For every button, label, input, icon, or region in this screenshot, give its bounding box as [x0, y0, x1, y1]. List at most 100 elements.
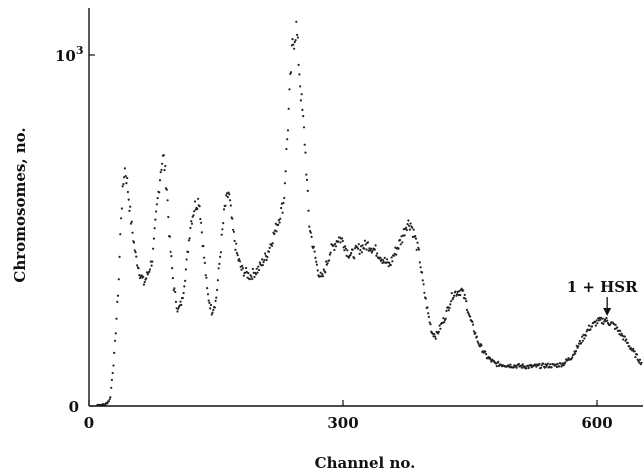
data-point [290, 71, 292, 73]
data-point [286, 138, 288, 140]
data-point [577, 345, 579, 347]
data-point [250, 276, 252, 278]
data-point [115, 318, 117, 320]
y-tick-label: 0 [69, 398, 79, 416]
x-tick-label: 300 [327, 414, 358, 432]
data-point [616, 326, 618, 328]
data-point [416, 242, 418, 244]
data-point [480, 344, 482, 346]
data-point [409, 229, 411, 231]
data-point [282, 212, 284, 214]
data-point [599, 319, 601, 321]
data-point [119, 256, 121, 258]
data-point [237, 254, 239, 256]
data-point [300, 99, 302, 101]
data-point [496, 365, 498, 367]
data-point [194, 200, 196, 202]
data-point [558, 365, 560, 367]
data-points [96, 21, 642, 406]
data-point [253, 276, 255, 278]
data-point [307, 210, 309, 212]
data-point [215, 300, 217, 302]
data-point [106, 402, 108, 404]
data-point [116, 301, 118, 303]
data-point [384, 257, 386, 259]
data-point [303, 126, 305, 128]
data-point [448, 307, 450, 309]
data-point [425, 297, 427, 299]
data-point [238, 258, 240, 260]
data-point [160, 171, 162, 173]
data-point [188, 239, 190, 241]
data-point [259, 261, 261, 263]
data-point [497, 361, 499, 363]
data-point [589, 328, 591, 330]
data-point [257, 266, 259, 268]
data-point [525, 367, 527, 369]
data-point [295, 39, 297, 41]
data-point [602, 318, 604, 320]
data-point [296, 34, 298, 36]
data-point [167, 216, 169, 218]
data-point [341, 237, 343, 239]
data-point [210, 304, 212, 306]
data-point [518, 363, 520, 365]
data-point [350, 252, 352, 254]
data-point [109, 398, 111, 400]
data-point [401, 241, 403, 243]
data-point [262, 264, 264, 266]
data-point [438, 331, 440, 333]
data-point [595, 325, 597, 327]
data-point [582, 340, 584, 342]
data-point [439, 328, 441, 330]
data-point [206, 287, 208, 289]
data-point [285, 148, 287, 150]
data-point [421, 271, 423, 273]
data-point [516, 367, 518, 369]
data-point [157, 197, 159, 199]
data-point [461, 288, 463, 290]
data-point [485, 353, 487, 355]
data-point [443, 321, 445, 323]
data-point [416, 249, 418, 251]
data-point [362, 244, 364, 246]
data-point [302, 115, 304, 117]
data-point [218, 263, 220, 265]
data-point [219, 256, 221, 258]
data-point [352, 249, 354, 251]
data-point [426, 306, 428, 308]
data-point [288, 88, 290, 90]
data-point [606, 320, 608, 322]
data-point [160, 169, 162, 171]
y-tick-label: 103 [55, 44, 84, 65]
data-point [269, 247, 271, 249]
data-point [452, 297, 454, 299]
data-point [329, 254, 331, 256]
data-point [399, 239, 401, 241]
annotation-label: 1 + HSR [567, 278, 638, 296]
data-point [121, 207, 123, 209]
data-point [142, 276, 144, 278]
data-point [571, 356, 573, 358]
data-point [108, 400, 110, 402]
x-axis-ticks: 0 300 600 [84, 400, 613, 432]
data-point [379, 257, 381, 259]
data-point [176, 310, 178, 312]
data-point [304, 144, 306, 146]
hsr-annotation: 1 + HSR [567, 278, 638, 316]
data-point [433, 333, 435, 335]
data-point [215, 297, 217, 299]
data-point [249, 278, 251, 280]
data-point [306, 179, 308, 181]
data-point [407, 223, 409, 225]
data-point [442, 317, 444, 319]
data-point [234, 240, 236, 242]
data-point [428, 316, 430, 318]
data-point [605, 317, 607, 319]
data-point [216, 289, 218, 291]
data-point [418, 248, 420, 250]
data-point [143, 284, 145, 286]
data-point [287, 129, 289, 131]
data-point [636, 353, 638, 355]
data-point [211, 312, 213, 314]
